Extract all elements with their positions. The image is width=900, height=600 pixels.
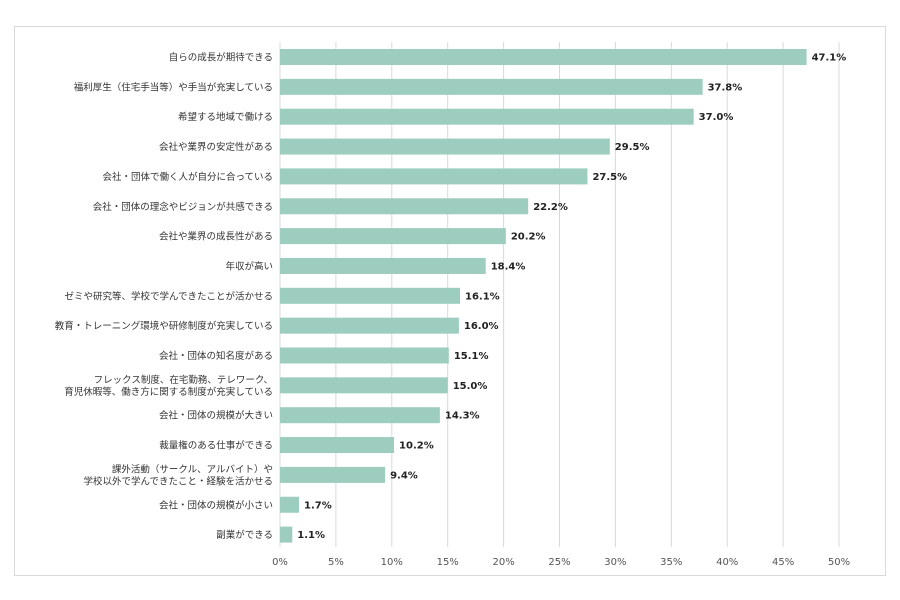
x-tick-label: 25% xyxy=(548,557,570,568)
category-label: 裁量権のある仕事ができる xyxy=(159,440,273,452)
category-label: 自らの成長が期待できる xyxy=(169,52,273,64)
category-label: 教育・トレーニング環境や研修制度が充実している xyxy=(55,320,273,332)
category-label: 会社や業界の成長性がある xyxy=(159,231,273,243)
x-tick-label: 15% xyxy=(437,557,459,568)
value-label: 9.4% xyxy=(390,470,418,481)
category-label: 会社・団体で働く人が自分に合っている xyxy=(102,171,273,183)
x-tick-label: 50% xyxy=(828,557,850,568)
bar xyxy=(280,78,703,95)
value-label: 29.5% xyxy=(615,142,650,153)
category-label: 会社や業界の安定性がある xyxy=(159,141,273,153)
category-label: 副業ができる xyxy=(216,529,273,541)
bar xyxy=(280,168,588,185)
bar xyxy=(280,198,529,215)
label-layer: 自らの成長が期待できる 47.1% 福利厚生（住宅手当等）や手当が充実している 37.… xyxy=(55,52,846,542)
value-label: 18.4% xyxy=(491,261,526,272)
value-label: 15.1% xyxy=(454,351,489,362)
chart-frame: 自らの成長が期待できる 47.1% 福利厚生（住宅手当等）や手当が充実している 37.… xyxy=(14,26,886,576)
bar xyxy=(280,466,386,483)
category-label: 会社・団体の規模が小さい xyxy=(159,499,273,511)
value-label: 47.1% xyxy=(812,53,847,64)
bar xyxy=(280,257,486,274)
value-label: 22.2% xyxy=(533,202,568,213)
value-label: 1.1% xyxy=(297,530,325,541)
bar xyxy=(280,347,449,364)
value-label: 15.0% xyxy=(453,381,488,392)
category-label: 希望する地域で働ける xyxy=(178,111,273,123)
value-label: 16.1% xyxy=(465,291,500,302)
value-label: 10.2% xyxy=(399,441,434,452)
bar xyxy=(280,228,506,245)
value-label: 27.5% xyxy=(592,172,627,183)
value-label: 1.7% xyxy=(304,500,332,511)
category-label: 課外活動（サークル、アルバイト）や xyxy=(112,463,273,475)
x-tick-label: 10% xyxy=(381,557,403,568)
x-tick-label: 0% xyxy=(272,557,288,568)
bar xyxy=(280,287,460,304)
bar xyxy=(280,496,300,513)
category-label: 会社・団体の理念やビジョンが共感できる xyxy=(93,201,273,213)
category-label: 福利厚生（住宅手当等）や手当が充実している xyxy=(74,81,273,93)
value-label: 20.2% xyxy=(511,232,546,243)
bar xyxy=(280,138,610,155)
x-tick-label: 35% xyxy=(660,557,682,568)
value-label: 37.8% xyxy=(708,82,743,93)
x-axis-ticks: 0% 5% 10% 15% 20% 25% 30% 35% 40% 45% 50% xyxy=(272,557,850,568)
bar-chart: 自らの成長が期待できる 47.1% 福利厚生（住宅手当等）や手当が充実している 37.… xyxy=(55,42,850,568)
category-label: 学校以外で学んできたこと・経験を活かせる xyxy=(83,475,273,487)
bar xyxy=(280,49,807,65)
category-label: 育児休暇等、働き方に関する制度が充実している xyxy=(64,386,273,398)
x-tick-label: 45% xyxy=(772,557,794,568)
category-label: 会社・団体の知名度がある xyxy=(159,350,273,362)
bar xyxy=(280,317,459,334)
x-tick-label: 30% xyxy=(604,557,626,568)
bar xyxy=(280,437,395,454)
bar xyxy=(280,377,448,394)
category-label: フレックス制度、在宅勤務、テレワーク、 xyxy=(94,374,273,386)
value-label: 14.3% xyxy=(445,411,480,422)
x-tick-label: 5% xyxy=(328,557,344,568)
x-tick-label: 20% xyxy=(492,557,514,568)
category-label: 会社・団体の規模が大きい xyxy=(159,410,273,422)
bar-layer xyxy=(280,49,807,543)
category-label: 年収が高い xyxy=(225,260,273,272)
bar xyxy=(280,407,440,424)
category-label: ゼミや研究等、学校で学んできたことが活かせる xyxy=(64,290,273,302)
x-tick-label: 40% xyxy=(716,557,738,568)
bar xyxy=(280,526,293,543)
bar xyxy=(280,108,694,125)
grid-layer xyxy=(279,42,840,547)
value-label: 16.0% xyxy=(464,321,499,332)
value-label: 37.0% xyxy=(699,112,734,123)
